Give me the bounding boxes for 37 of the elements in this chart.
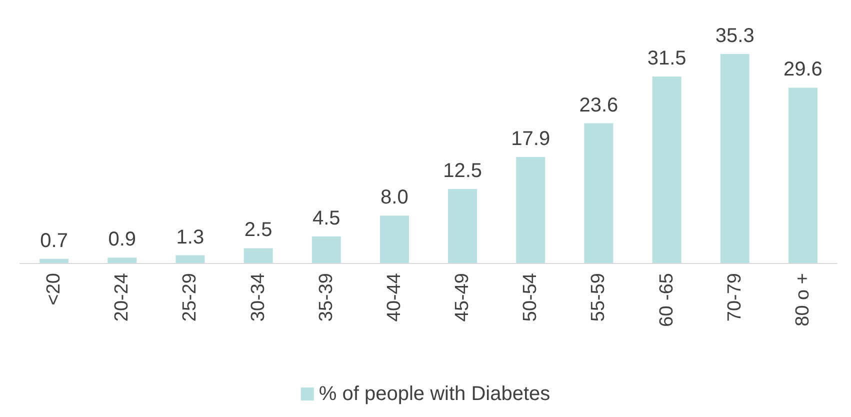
bar: [584, 123, 614, 263]
bar: [244, 248, 273, 263]
x-tick-label: 35-39: [316, 273, 337, 322]
x-tick-label: 80 o +: [792, 273, 814, 326]
x-tick-label: 25-29: [180, 273, 201, 322]
data-label: 8.0: [380, 186, 408, 209]
x-tick-label: 40-44: [384, 272, 405, 322]
bar: [40, 258, 69, 263]
x-tick-label: 60 -65: [656, 273, 678, 327]
data-label: 0.9: [108, 228, 136, 251]
bar: [720, 54, 750, 263]
bar: [448, 188, 478, 263]
data-label: 17.9: [511, 128, 550, 150]
bar: [312, 236, 341, 263]
data-label: 35.3: [715, 25, 754, 47]
x-tick-label: 30-34: [248, 272, 269, 322]
x-tick-label: <20: [44, 273, 65, 306]
x-tick-label: 20-24: [112, 272, 133, 322]
bar: [108, 258, 137, 263]
data-label: 12.5: [443, 160, 482, 182]
data-label: 31.5: [647, 48, 686, 70]
x-tick-label: 50-54: [520, 272, 542, 322]
x-tick-label: 55-59: [588, 273, 610, 322]
bar: [788, 88, 818, 263]
data-label: 29.6: [783, 58, 822, 81]
x-tick-label: 70-79: [724, 273, 746, 322]
x-tick-label: 45-49: [452, 273, 474, 322]
bar: [652, 76, 682, 263]
bar: [516, 157, 546, 263]
data-label: 4.5: [312, 207, 340, 230]
data-label: 1.3: [176, 226, 204, 248]
legend-label: % of people with Diabetes: [318, 383, 550, 405]
bar: [380, 216, 409, 263]
bar: [176, 255, 205, 263]
data-label: 0.7: [40, 230, 68, 252]
data-label: 2.5: [244, 219, 272, 242]
data-label: 23.6: [579, 94, 618, 116]
